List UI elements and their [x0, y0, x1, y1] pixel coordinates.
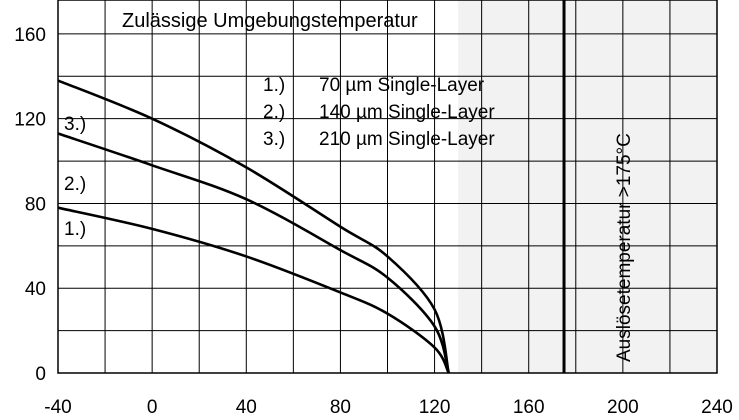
series-curves — [57, 79, 450, 374]
x-tick-label: 200 — [607, 397, 639, 418]
curve-label-3: 3.) — [64, 114, 86, 135]
x-tick-label: 160 — [513, 397, 545, 418]
grid — [57, 0, 718, 374]
y-tick-label: 160 — [14, 25, 46, 46]
series-line-1 — [57, 206, 450, 374]
plot-frame — [57, 0, 718, 374]
shaded-region — [458, 0, 717, 373]
legend-marker-2: 2.) — [263, 102, 285, 123]
legend-marker-3: 3.) — [263, 129, 285, 150]
chart-title: Zulässige Umgebungstemperatur — [122, 10, 418, 32]
legend-text-2: 140 µm Single-Layer — [319, 102, 495, 123]
curve-label-2: 2.) — [64, 174, 86, 195]
x-tick-label: 80 — [330, 397, 351, 418]
legend-text-1: 70 µm Single-Layer — [319, 75, 485, 96]
y-tick-label: 120 — [14, 110, 46, 131]
legend-text-3: 210 µm Single-Layer — [319, 129, 495, 150]
curve-label-1: 1.) — [64, 219, 86, 240]
x-tick-label: 120 — [419, 397, 451, 418]
y-tick-label: 40 — [25, 279, 46, 300]
series-line-2 — [57, 132, 450, 374]
x-tick-label: 40 — [236, 397, 257, 418]
x-tick-label: -40 — [44, 397, 71, 418]
threshold-label: Auslösetemperatur >175°C — [614, 133, 635, 362]
y-tick-label: 0 — [35, 364, 46, 385]
x-tick-label: 240 — [701, 397, 733, 418]
legend-marker-1: 1.) — [263, 75, 285, 96]
y-tick-label: 80 — [25, 194, 46, 215]
series-line-3 — [57, 79, 450, 374]
tick-labels: -40 0 40 80 120 160 200 240 0 40 80 120 160 — [14, 25, 733, 418]
x-tick-label: 0 — [147, 397, 158, 418]
legend: 1.) 70 µm Single-Layer 2.) 140 µm Single… — [263, 75, 495, 150]
